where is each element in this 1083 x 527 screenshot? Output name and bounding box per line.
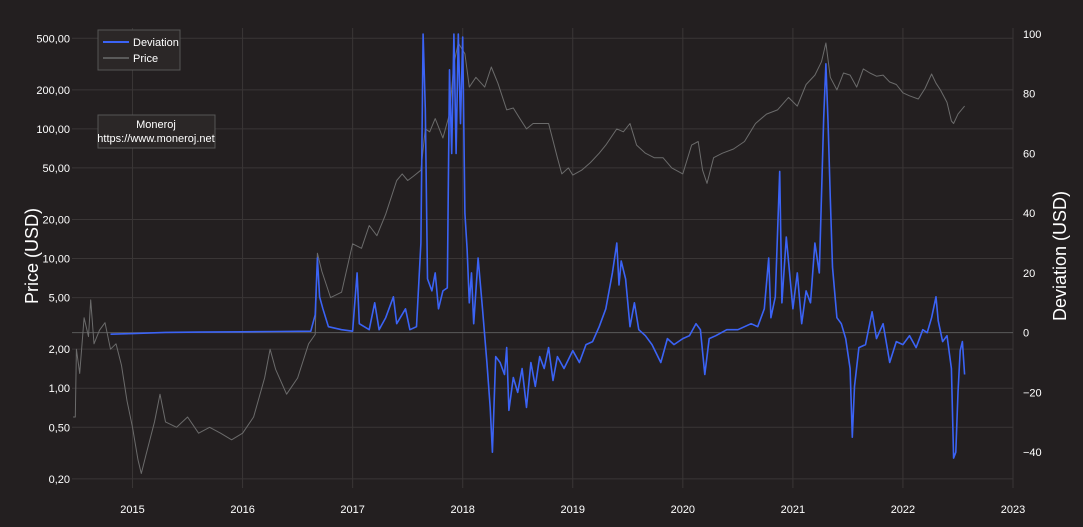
series-line-price [73, 42, 965, 474]
y-left-tick-labels: 500,00 200,00 100,00 50,00 20,00 10,00 5,00 2,0… [36, 33, 70, 486]
y-right-tick-labels: 100 80 60 40 20 0 −20 −40 [1023, 29, 1042, 459]
y-right-tick-label-4: 20 [1023, 268, 1035, 280]
x-tick-label-8: 2023 [1001, 504, 1025, 516]
y-left-tick-label-5: 10,00 [42, 254, 70, 266]
x-tick-label-0: 2015 [120, 504, 144, 516]
y-left-tick-label-3: 50,00 [42, 163, 70, 175]
y-left-tick-label-6: 5,00 [49, 293, 70, 305]
deviation-series-layer [110, 33, 966, 459]
y-right-axis-title: Deviation (USD) [1050, 191, 1070, 321]
y-left-tick-label-2: 100,00 [36, 124, 70, 136]
grid-layer [72, 28, 1014, 488]
x-tick-label-1: 2016 [230, 504, 254, 516]
annotation-title: Moneroj [136, 119, 176, 131]
x-tick-label-7: 2022 [891, 504, 915, 516]
series-line-deviation [110, 33, 966, 459]
price-series-layer [73, 42, 965, 474]
legend-box [97, 29, 181, 71]
y-right-tick-label-2: 60 [1023, 148, 1035, 160]
y-left-tick-label-1: 200,00 [36, 85, 70, 97]
watermark-annotation: Moneroj https://www.moneroj.net [97, 114, 216, 149]
x-tick-label-2: 2017 [340, 504, 364, 516]
x-tick-labels: 2015 2016 2017 2018 2019 2020 2021 2022 2023 [120, 504, 1025, 516]
y-left-tick-label-10: 0,20 [49, 474, 70, 486]
legend-label-price: Price [133, 53, 158, 65]
legend-label-deviation: Deviation [133, 37, 179, 49]
y-left-tick-label-9: 0,50 [49, 422, 70, 434]
y-right-tick-label-0: 100 [1023, 29, 1041, 41]
x-tick-label-3: 2018 [450, 504, 474, 516]
y-left-tick-label-7: 2,00 [49, 344, 70, 356]
y-right-tick-label-1: 80 [1023, 89, 1035, 101]
y-left-axis-title: Price (USD) [22, 208, 42, 304]
y-right-tick-label-5: 0 [1023, 328, 1029, 340]
x-tick-label-5: 2020 [671, 504, 695, 516]
y-left-tick-label-0: 500,00 [36, 33, 70, 45]
x-tick-label-6: 2021 [781, 504, 805, 516]
y-right-tick-label-6: −20 [1023, 387, 1042, 399]
y-right-tick-label-7: −40 [1023, 447, 1042, 459]
y-left-tick-label-8: 1,00 [49, 383, 70, 395]
annotation-box [97, 114, 216, 149]
y-left-tick-label-4: 20,00 [42, 215, 70, 227]
annotation-url: https://www.moneroj.net [97, 133, 214, 145]
legend[interactable]: Deviation Price [97, 29, 181, 71]
y-right-tick-label-3: 40 [1023, 208, 1035, 220]
x-tick-label-4: 2019 [561, 504, 585, 516]
